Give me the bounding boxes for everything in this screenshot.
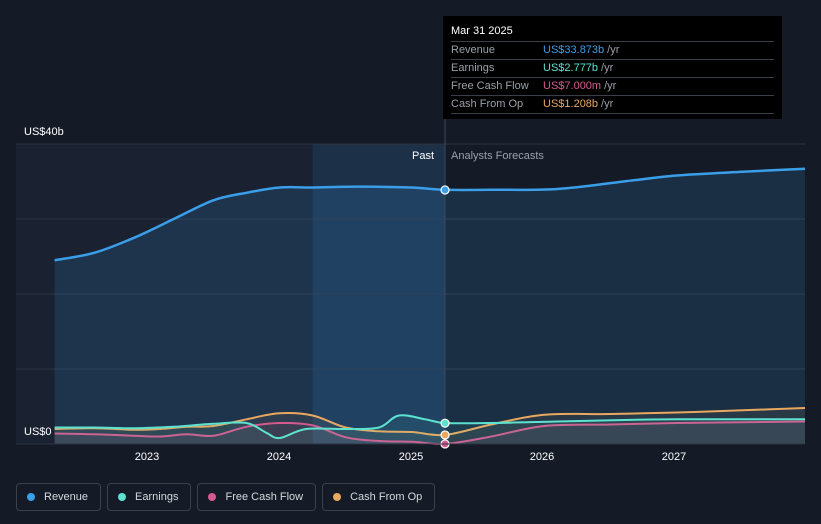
legend-item-cash-from-op[interactable]: Cash From Op <box>322 483 436 511</box>
cash-from-op-marker <box>440 430 450 440</box>
y-axis-top-label: US$40b <box>24 126 64 138</box>
x-tick-label: 2027 <box>661 451 687 463</box>
legend-dot-icon <box>27 493 35 501</box>
tooltip-date: Mar 31 2025 <box>451 23 774 42</box>
tooltip-unit: /yr <box>607 44 620 56</box>
tooltip-value: US$33.873b <box>543 44 605 56</box>
revenue-marker <box>440 185 450 195</box>
legend-item-revenue[interactable]: Revenue <box>16 483 102 511</box>
tooltip-label: Free Cash Flow <box>451 80 529 92</box>
tooltip-unit: /yr <box>604 80 617 92</box>
cash-from-op-area <box>54 408 806 444</box>
legend-label: Revenue <box>44 491 89 503</box>
legend-label: Free Cash Flow <box>225 491 304 503</box>
revenue-line <box>54 167 806 262</box>
forecast-label: Analysts Forecasts <box>451 150 544 162</box>
free-cash-flow-line <box>54 420 806 446</box>
tooltip-row-revenue: Revenue US$33.873b /yr <box>451 42 774 60</box>
earnings-line <box>54 414 805 440</box>
earnings-marker <box>440 418 450 428</box>
past-label: Past <box>412 150 435 162</box>
tooltip-value: US$2.777b <box>543 62 599 74</box>
legend-label: Cash From Op <box>350 491 423 503</box>
tooltip-value: US$7.000m <box>543 80 602 92</box>
legend-item-free-cash-flow[interactable]: Free Cash Flow <box>197 483 317 511</box>
y-axis-bottom-label: US$0 <box>24 426 52 438</box>
tooltip-row-free-cash-flow: Free Cash Flow US$7.000m /yr <box>451 78 774 96</box>
data-tooltip: Mar 31 2025 Revenue US$33.873b /yr Earni… <box>443 16 782 119</box>
tooltip-unit: /yr <box>601 62 614 74</box>
tooltip-value: US$1.208b <box>543 98 599 110</box>
tooltip-unit: /yr <box>601 98 614 110</box>
legend-dot-icon <box>118 493 127 501</box>
free-cash-flow-area <box>54 421 806 445</box>
cash-from-op-line <box>54 407 806 437</box>
legend-dot-icon <box>208 493 217 501</box>
tooltip-label: Revenue <box>451 44 496 56</box>
tooltip-row-cash-from-op: Cash From Op US$1.208b /yr <box>451 96 774 114</box>
revenue-area <box>54 168 806 445</box>
tooltip-label: Earnings <box>451 62 495 74</box>
x-tick-label: 2026 <box>529 451 555 463</box>
legend-item-earnings[interactable]: Earnings <box>107 483 192 511</box>
x-tick-label: 2024 <box>266 451 292 463</box>
tooltip-label: Cash From Op <box>451 98 524 110</box>
legend-label: Earnings <box>135 491 179 503</box>
chart-legend: Revenue Earnings Free Cash Flow Cash Fro… <box>16 483 436 511</box>
x-tick-label: 2023 <box>134 451 160 463</box>
legend-dot-icon <box>333 493 342 501</box>
earnings-area <box>54 415 806 444</box>
chart-canvas <box>16 16 806 449</box>
x-tick-label: 2025 <box>398 451 424 463</box>
tooltip-row-earnings: Earnings US$2.777b /yr <box>451 60 774 78</box>
